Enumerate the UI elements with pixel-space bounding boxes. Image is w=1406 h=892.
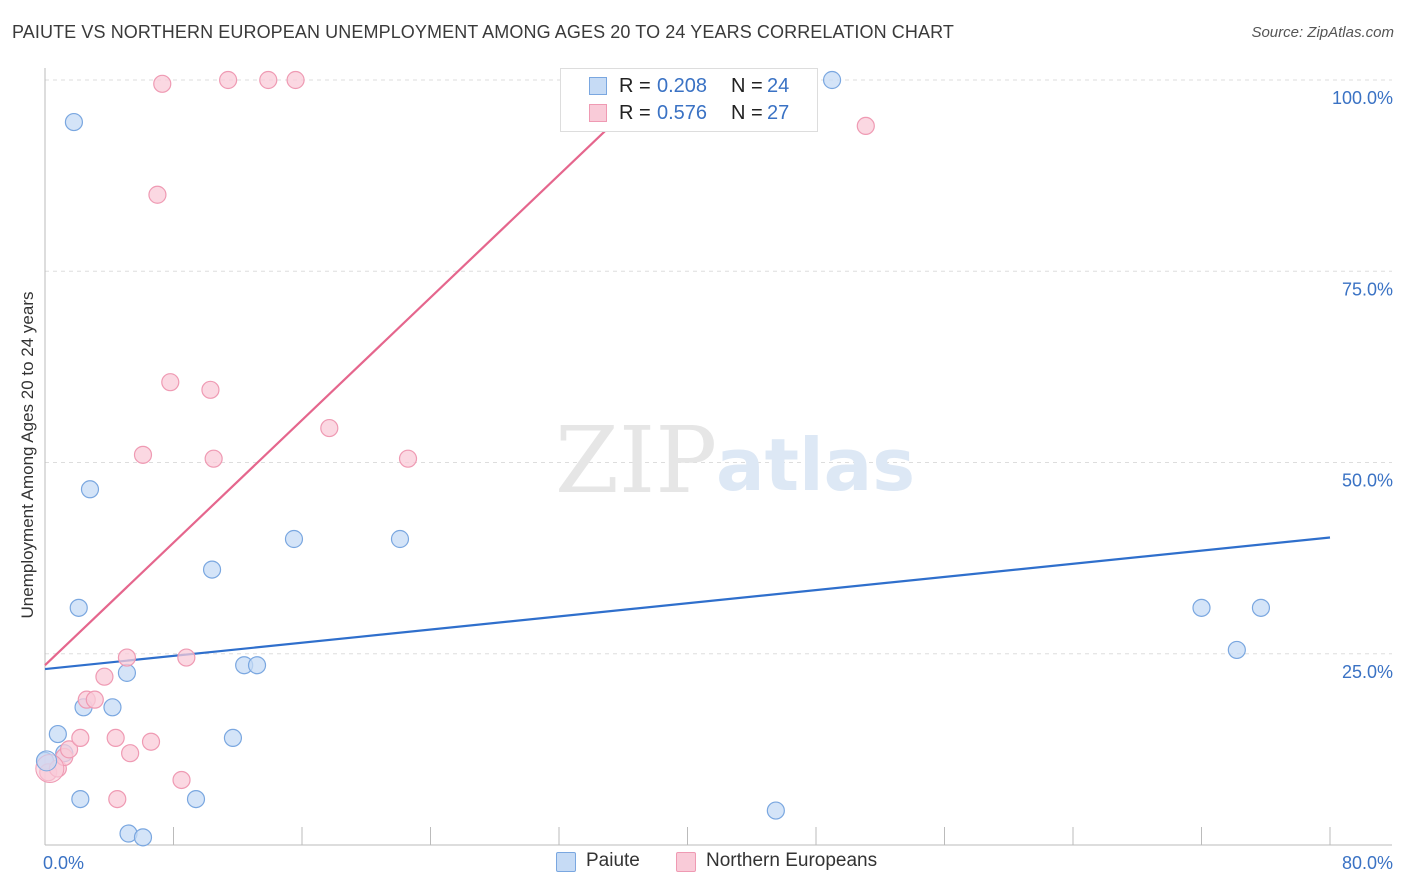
trend-lines bbox=[44, 79, 1331, 671]
watermark-atlas: atlas bbox=[716, 423, 915, 507]
northern-point bbox=[856, 116, 875, 136]
x-tick-label: 0.0% bbox=[43, 853, 84, 873]
source-label: Source: ZipAtlas.com bbox=[1251, 24, 1394, 41]
watermark-zip: ZIP bbox=[555, 407, 717, 514]
grid-lines bbox=[45, 79, 1392, 655]
bottom-legend-swatch-pink bbox=[676, 852, 696, 872]
data-points bbox=[35, 70, 1271, 847]
y-tick-label: 100.0% bbox=[1332, 88, 1393, 108]
legend-n-label: N = bbox=[731, 102, 763, 124]
northern-point bbox=[121, 744, 140, 763]
paiute-point bbox=[247, 656, 267, 675]
northern-point bbox=[117, 648, 137, 667]
paiute-point bbox=[202, 560, 222, 579]
northern-point bbox=[286, 70, 305, 90]
paiute-point bbox=[1251, 598, 1271, 617]
legend-swatch-blue bbox=[589, 77, 607, 95]
northern-point bbox=[106, 728, 125, 748]
northern-point bbox=[204, 449, 223, 468]
paiute-point bbox=[133, 828, 153, 847]
paiute-point bbox=[223, 728, 243, 748]
northern-point bbox=[108, 789, 127, 809]
legend-r-label: R = bbox=[619, 102, 651, 124]
northern-point bbox=[219, 70, 238, 90]
northern-point bbox=[95, 667, 114, 686]
paiute-point bbox=[822, 70, 842, 90]
northern-point bbox=[85, 690, 104, 709]
northern-trend-line bbox=[44, 79, 660, 667]
y-tick-label: 50.0% bbox=[1342, 471, 1393, 491]
northern-point bbox=[320, 418, 339, 438]
northern-point bbox=[133, 445, 153, 464]
paiute-trend-line bbox=[44, 536, 1331, 671]
bottom-legend-swatch-blue bbox=[556, 852, 576, 872]
northern-point bbox=[398, 449, 418, 468]
northern-point bbox=[161, 373, 180, 392]
bottom-legend-paiute-label: Paiute bbox=[586, 850, 640, 871]
y-axis-label: Unemployment Among Ages 20 to 24 years bbox=[18, 291, 37, 619]
northern-point bbox=[59, 740, 79, 759]
paiute-point bbox=[766, 801, 785, 820]
northern-point bbox=[71, 728, 90, 748]
y-tick-label: 25.0% bbox=[1342, 662, 1393, 682]
chart-title: PAIUTE VS NORTHERN EUROPEAN UNEMPLOYMENT… bbox=[12, 22, 954, 42]
paiute-point bbox=[48, 724, 67, 744]
legend-n-value: 27 bbox=[767, 102, 790, 124]
watermark: ZIP atlas bbox=[555, 407, 915, 514]
legend-n-value: 24 bbox=[767, 75, 790, 97]
paiute-point bbox=[71, 789, 90, 809]
paiute-point bbox=[284, 529, 304, 549]
paiute-cluster-point bbox=[36, 750, 58, 772]
x-tick-label: 80.0% bbox=[1342, 853, 1393, 873]
legend-r-value: 0.208 bbox=[657, 75, 708, 97]
y-tick-label: 75.0% bbox=[1342, 279, 1393, 299]
paiute-point bbox=[80, 480, 100, 499]
paiute-point bbox=[69, 598, 88, 617]
paiute-point bbox=[117, 663, 137, 682]
legend-n-label: N = bbox=[731, 75, 763, 97]
paiute-point bbox=[186, 789, 206, 809]
paiute-point bbox=[1227, 640, 1246, 660]
legend-r-label: R = bbox=[619, 75, 651, 97]
paiute-point bbox=[103, 698, 122, 717]
bottom-legend-northern-label: Northern Europeans bbox=[706, 850, 878, 871]
northern-point bbox=[153, 74, 172, 93]
tick-labels: 25.0% 50.0% 75.0% 100.0% 0.0% 80.0% bbox=[43, 88, 1393, 873]
correlation-legend: R = 0.208 N = 24 R = 0.576 N = 27 bbox=[560, 68, 818, 132]
northern-point bbox=[259, 70, 278, 90]
legend-r-value: 0.576 bbox=[657, 102, 708, 124]
northern-point bbox=[141, 732, 161, 751]
paiute-point bbox=[1192, 598, 1211, 617]
paiute-point bbox=[390, 529, 410, 549]
paiute-point bbox=[64, 112, 84, 132]
axes bbox=[44, 68, 1392, 846]
northern-point bbox=[172, 770, 191, 790]
northern-point bbox=[177, 648, 196, 667]
northern-point bbox=[148, 185, 167, 204]
northern-point bbox=[201, 380, 220, 399]
legend-swatch-pink bbox=[589, 104, 607, 122]
